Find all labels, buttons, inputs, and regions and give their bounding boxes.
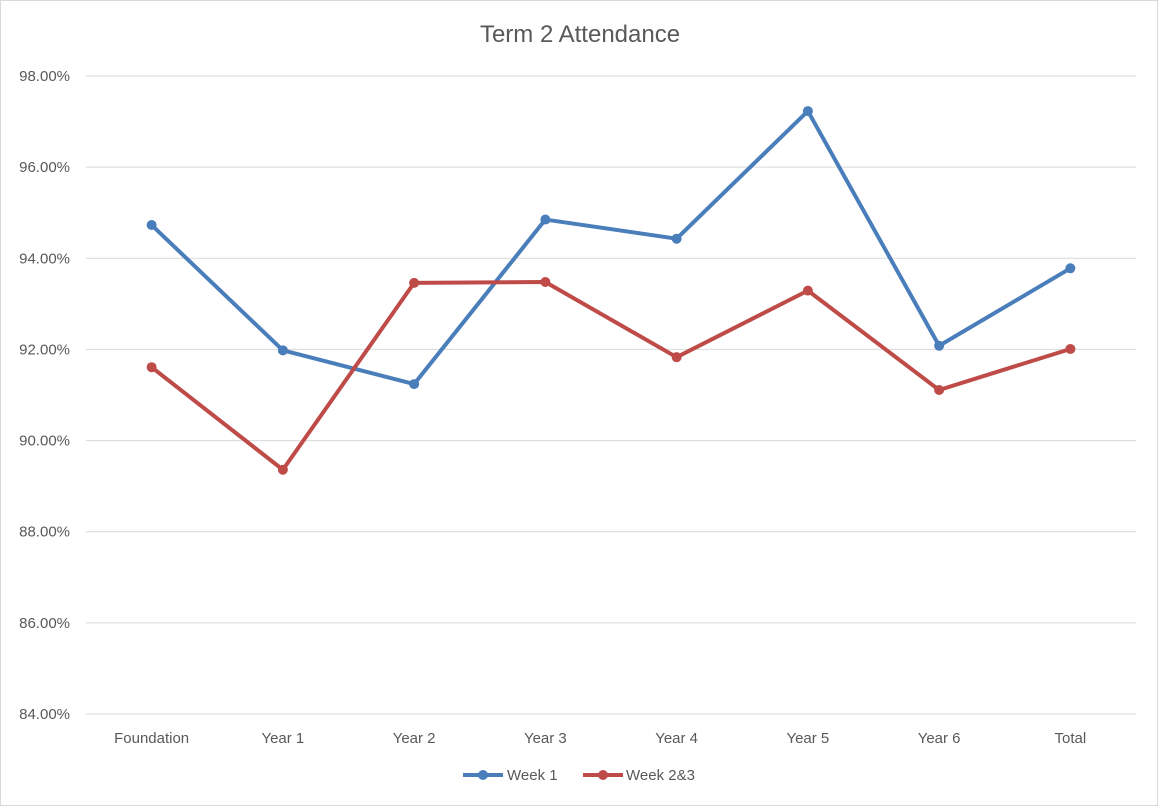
data-point bbox=[146, 362, 157, 373]
data-point bbox=[802, 106, 813, 117]
data-point bbox=[277, 345, 288, 356]
gridlines bbox=[86, 75, 1136, 715]
legend-swatch-marker bbox=[478, 770, 488, 780]
legend-swatch-marker bbox=[598, 770, 608, 780]
data-point bbox=[277, 464, 288, 475]
data-point bbox=[409, 379, 420, 390]
y-tick-label: 84.00% bbox=[19, 706, 70, 723]
y-tick-label: 98.00% bbox=[19, 68, 70, 85]
y-tick-label: 86.00% bbox=[19, 615, 70, 632]
legend-item: Week 1 bbox=[463, 767, 558, 784]
x-tick-label: Year 4 bbox=[655, 730, 698, 747]
series-2 bbox=[146, 276, 1076, 475]
legend-label: Week 1 bbox=[507, 767, 558, 784]
data-point bbox=[671, 233, 682, 244]
data-point bbox=[1065, 343, 1076, 354]
legend-label: Week 2&3 bbox=[626, 767, 695, 784]
data-point bbox=[540, 276, 551, 287]
series-1 bbox=[146, 106, 1076, 390]
data-point bbox=[540, 214, 551, 225]
data-point bbox=[1065, 263, 1076, 274]
y-tick-label: 94.00% bbox=[19, 250, 70, 267]
x-tick-label: Year 1 bbox=[261, 730, 304, 747]
x-tick-label: Foundation bbox=[114, 730, 189, 747]
y-tick-label: 90.00% bbox=[19, 433, 70, 450]
data-point bbox=[409, 277, 420, 288]
series-line bbox=[149, 279, 1073, 472]
data-point bbox=[146, 220, 157, 231]
legend: Week 1 Week 2&3 bbox=[463, 767, 695, 784]
y-tick-label: 96.00% bbox=[19, 159, 70, 176]
legend-item: Week 2&3 bbox=[583, 767, 695, 784]
series-line bbox=[149, 109, 1073, 387]
chart-title: Term 2 Attendance bbox=[480, 21, 680, 48]
series-layer bbox=[146, 106, 1076, 475]
data-point bbox=[671, 352, 682, 363]
x-tick-label: Year 5 bbox=[786, 730, 829, 747]
y-tick-label: 88.00% bbox=[19, 524, 70, 541]
data-point bbox=[934, 340, 945, 351]
x-tick-label: Year 6 bbox=[918, 730, 961, 747]
x-tick-label: Total bbox=[1055, 730, 1087, 747]
y-tick-label: 92.00% bbox=[19, 341, 70, 358]
data-point bbox=[802, 285, 813, 296]
x-axis-ticks: Foundation Year 1 Year 2 Year 3 Year 4 Year 5… bbox=[114, 730, 1086, 747]
data-point bbox=[934, 384, 945, 395]
x-tick-label: Year 3 bbox=[524, 730, 567, 747]
y-axis-ticks: 84.00% 86.00% 88.00% 90.00% 92.00% 94.00% 96.0… bbox=[19, 68, 70, 723]
x-tick-label: Year 2 bbox=[393, 730, 436, 747]
